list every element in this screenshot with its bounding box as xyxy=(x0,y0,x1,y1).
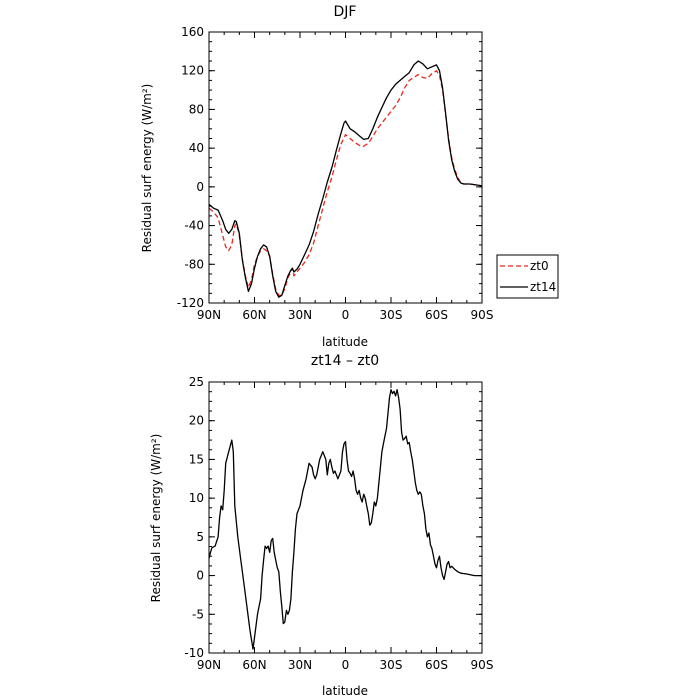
series-line-series-0 xyxy=(208,389,482,650)
y-tick-label: 0 xyxy=(196,569,204,583)
x-axis-label: latitude xyxy=(322,335,368,349)
x-tick-labels: 90N 60N 30N 0 30S 60S 90S xyxy=(197,658,494,672)
y-tick-label: 80 xyxy=(189,102,204,116)
legend-box xyxy=(496,254,559,299)
chart-title: zt14 – zt0 xyxy=(311,353,379,369)
plot-frame xyxy=(208,31,483,304)
legend: zt0 zt14 xyxy=(496,254,559,299)
y-tick-label: 120 xyxy=(181,64,204,78)
series-lines xyxy=(208,389,482,650)
y-tick-label: -80 xyxy=(184,257,204,271)
y-tick-label: 25 xyxy=(189,375,204,389)
plot-frame xyxy=(208,381,483,654)
legend-label-zt14: zt14 xyxy=(530,280,556,294)
x-tick-label: 60N xyxy=(242,658,266,672)
y-tick-label: 20 xyxy=(189,414,204,428)
y-axis-label: Residual surf energy (W/m²) xyxy=(149,434,163,603)
x-tick-label: 0 xyxy=(342,308,350,322)
x-tick-label: 30N xyxy=(288,308,312,322)
y-tick-label: 0 xyxy=(196,180,204,194)
x-tick-label: 60S xyxy=(425,308,448,322)
y-axis-label: Residual surf energy (W/m²) xyxy=(140,84,154,253)
x-tick-label: 30S xyxy=(380,658,403,672)
x-tick-label: 30N xyxy=(288,658,312,672)
y-tick-label: -120 xyxy=(177,296,204,310)
y-tick-labels: -10 -5 0 5 10 15 20 25 xyxy=(184,375,204,660)
chart-djf: DJF -120 -80 -40 0 40 80 120 160 90N 60N 30N 0 30S 6… xyxy=(140,4,559,349)
x-tick-labels: 90N 60N 30N 0 30S 60S 90S xyxy=(197,308,494,322)
y-tick-label: 160 xyxy=(181,25,204,39)
x-tick-label: 0 xyxy=(342,658,350,672)
x-tick-label: 90S xyxy=(471,658,494,672)
series-lines xyxy=(208,60,483,298)
tick-marks xyxy=(208,31,483,304)
chart-title: DJF xyxy=(334,4,357,20)
y-tick-label: -10 xyxy=(184,646,204,660)
y-tick-label: 15 xyxy=(189,452,204,466)
y-tick-label: 5 xyxy=(196,530,204,544)
series-line-zt0 xyxy=(208,70,483,296)
chart-difference: zt14 – zt0 -10 -5 0 5 10 15 20 25 90N 60N 30N 0 30S… xyxy=(149,353,493,698)
x-tick-label: 90N xyxy=(197,658,221,672)
y-tick-label: -5 xyxy=(192,607,204,621)
y-tick-label: 40 xyxy=(189,141,204,155)
y-tick-label: 10 xyxy=(189,491,204,505)
x-tick-label: 60N xyxy=(242,308,266,322)
x-axis-label: latitude xyxy=(322,684,368,698)
series-line-zt14 xyxy=(208,60,483,298)
x-tick-label: 30S xyxy=(380,308,403,322)
x-tick-label: 90N xyxy=(197,308,221,322)
y-tick-label: -40 xyxy=(184,219,204,233)
legend-label-zt0: zt0 xyxy=(530,259,549,273)
y-tick-labels: -120 -80 -40 0 40 80 120 160 xyxy=(177,25,204,310)
tick-marks xyxy=(208,381,483,654)
x-tick-label: 90S xyxy=(471,308,494,322)
x-tick-label: 60S xyxy=(425,658,448,672)
